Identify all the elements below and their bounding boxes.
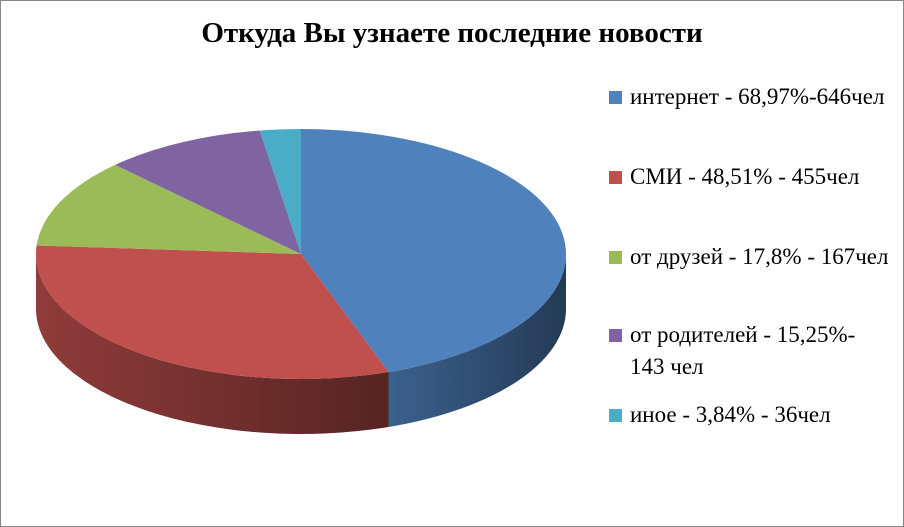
legend-label: интернет - 68,97%-646чел	[630, 84, 885, 109]
legend-item: от друзей - 17,8% - 167чел	[609, 241, 899, 273]
pie-slice	[259, 129, 301, 254]
legend-swatch	[609, 171, 622, 184]
legend-swatch	[609, 91, 622, 104]
pie-slice-side	[388, 254, 566, 427]
legend-label: иное - 3,84% - 36чел	[630, 402, 831, 427]
legend-item: от родителей - 15,25%- 143 чел	[609, 319, 899, 383]
pie-slice	[301, 129, 567, 372]
legend-label: от родителей - 15,25%- 143 чел	[630, 322, 856, 379]
legend-label: от друзей - 17,8% - 167чел	[630, 244, 889, 269]
pie-area	[35, 129, 567, 434]
legend-swatch	[609, 251, 622, 264]
legend-swatch	[609, 329, 622, 342]
pie-slice	[115, 130, 302, 254]
chart-title: Откуда Вы узнаете последние новости	[201, 17, 703, 49]
pie-slice	[35, 245, 389, 379]
pie-slice	[36, 164, 302, 254]
legend-item: иное - 3,84% - 36чел	[609, 399, 899, 431]
legend-label: СМИ - 48,51% - 455чел	[630, 164, 860, 189]
legend-item: интернет - 68,97%-646чел	[609, 81, 899, 113]
legend-swatch	[609, 409, 622, 422]
pie-slice-side	[36, 254, 389, 434]
legend-item: СМИ - 48,51% - 455чел	[609, 161, 899, 193]
